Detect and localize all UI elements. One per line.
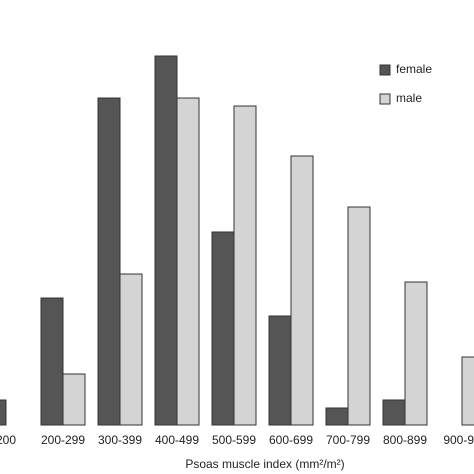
bar — [233, 105, 257, 426]
legend-label: male — [396, 91, 422, 105]
bar — [404, 281, 428, 426]
x-tick-label: 500-599 — [212, 433, 256, 447]
bar — [62, 373, 86, 426]
bar — [290, 155, 314, 426]
bar — [461, 356, 474, 426]
bar — [40, 297, 64, 426]
bar — [211, 231, 235, 426]
x-axis-title: Psoas muscle index (mm²/m²) — [185, 457, 344, 471]
bar — [347, 206, 371, 426]
bar — [97, 97, 121, 426]
x-tick-label: 600-699 — [269, 433, 313, 447]
bar — [382, 399, 406, 426]
bar — [119, 273, 143, 426]
legend-label: female — [396, 62, 432, 76]
legend-swatch — [379, 93, 391, 105]
x-tick-label: 300-399 — [98, 433, 142, 447]
legend-swatch — [379, 64, 391, 76]
x-tick-label: 200 — [0, 433, 16, 447]
x-tick-label: 400-499 — [155, 433, 199, 447]
bar — [325, 407, 349, 426]
x-tick-label: 700-799 — [326, 433, 370, 447]
bar — [268, 315, 292, 426]
x-tick-label: 200-299 — [41, 433, 85, 447]
x-tick-label: 900-99 — [443, 433, 474, 447]
bar — [176, 97, 200, 426]
bar — [154, 55, 178, 426]
x-tick-label: 800-899 — [383, 433, 427, 447]
bar — [0, 399, 7, 426]
